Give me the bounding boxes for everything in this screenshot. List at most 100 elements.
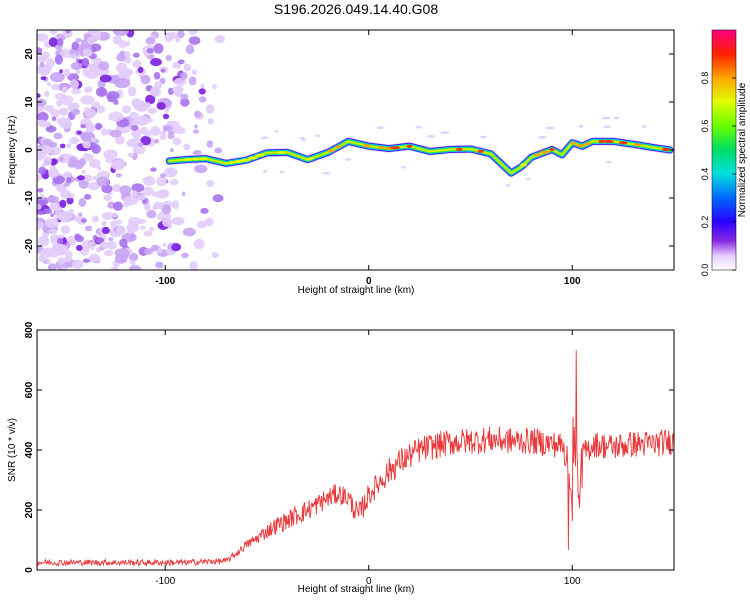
y-tick-label: -20	[24, 238, 35, 253]
snr-line-layer	[37, 350, 674, 568]
noise-blob	[39, 61, 45, 68]
noise-blob	[143, 230, 153, 237]
noise-blob	[38, 166, 47, 175]
noise-blob	[67, 73, 80, 82]
noise-blob	[67, 236, 75, 242]
ridge-sidelobe	[641, 125, 647, 128]
noise-blob	[100, 241, 110, 249]
noise-blob	[48, 37, 58, 47]
ridge-hotspot	[390, 146, 401, 150]
noise-blob	[123, 195, 139, 206]
ridge-sidelobe	[279, 170, 284, 174]
ridge-hotspot	[456, 147, 463, 151]
noise-blob	[182, 227, 196, 237]
noise-blob	[56, 237, 64, 245]
noise-blob	[110, 220, 118, 229]
noise-blob	[85, 225, 93, 232]
noise-blob	[44, 90, 50, 98]
noise-blob	[71, 41, 80, 51]
noise-blob	[59, 69, 63, 74]
colorbar-tick-label: 0.0	[700, 264, 710, 277]
noise-blob	[95, 123, 103, 130]
noise-blob	[112, 30, 129, 37]
noise-blob	[101, 184, 113, 194]
ridge-hotspot	[598, 139, 606, 143]
noise-blob	[205, 217, 214, 227]
noise-blob	[119, 185, 132, 196]
snr-panel: -100 0 100 0 200 400 600 800 Height of straigh…	[7, 321, 675, 595]
ridge-hotspot	[248, 156, 258, 160]
noise-blob	[103, 194, 112, 201]
noise-blob	[164, 125, 174, 132]
noise-blob	[153, 201, 161, 209]
colorbar-ticks: 0.0 0.2 0.4 0.6 0.8	[700, 72, 736, 277]
noise-blob	[89, 158, 101, 169]
ridge-hotspot	[183, 158, 194, 161]
noise-blob	[143, 248, 154, 255]
noise-blob	[132, 144, 146, 155]
noise-blob	[96, 176, 110, 187]
noise-blob	[50, 72, 65, 83]
ridge-sidelobe	[440, 131, 450, 135]
noise-blob	[136, 194, 146, 201]
noise-blob	[145, 37, 156, 45]
noise-blob	[103, 250, 114, 257]
noise-blob	[48, 228, 58, 235]
noise-blob	[134, 115, 150, 126]
noise-blob	[82, 48, 93, 57]
noise-blob	[124, 51, 131, 58]
noise-blob	[115, 135, 125, 145]
noise-blob	[127, 228, 135, 234]
noise-blob	[188, 36, 201, 45]
ridge-sidelobe	[537, 136, 547, 139]
noise-blob	[59, 156, 64, 162]
noise-blob	[68, 106, 75, 111]
noise-blob	[56, 183, 67, 193]
noise-blob	[143, 130, 152, 137]
noise-blob	[66, 177, 72, 184]
noise-blob	[51, 83, 60, 91]
ridge-hotspot	[191, 157, 201, 161]
y-tick-label: 400	[24, 441, 35, 458]
noise-blob	[124, 57, 132, 64]
noise-blob	[78, 198, 87, 207]
noise-blob	[48, 167, 59, 178]
noise-blob	[59, 199, 67, 209]
noise-blob	[132, 60, 142, 68]
noise-blob	[95, 237, 105, 244]
y-tick-label: -10	[24, 190, 35, 205]
noise-blob	[180, 98, 190, 107]
noise-blob	[159, 134, 167, 141]
noise-blob	[47, 195, 59, 204]
y-tick-label: 0	[24, 147, 35, 153]
noise-blob	[112, 201, 123, 211]
noise-blob	[45, 218, 59, 228]
noise-blob	[147, 107, 157, 115]
noise-blob	[149, 226, 155, 232]
noise-blob	[58, 210, 74, 221]
noise-blob	[37, 47, 43, 55]
noise-blob	[80, 95, 95, 105]
noise-blob	[150, 126, 161, 136]
noise-blob	[51, 244, 59, 253]
ridge-hotspot	[384, 146, 392, 150]
noise-blob	[133, 136, 141, 143]
noise-blob	[101, 220, 107, 227]
noise-blob	[111, 159, 126, 171]
noise-blob	[162, 217, 173, 227]
y-tick-label: 10	[24, 96, 35, 108]
noise-blob	[46, 258, 51, 265]
noise-blob	[214, 35, 226, 43]
noise-blob	[73, 159, 84, 170]
noise-blob	[142, 176, 151, 183]
noise-blob	[207, 118, 214, 125]
noise-blob	[37, 98, 47, 107]
noise-blob	[167, 167, 177, 175]
noise-blob	[41, 69, 48, 76]
noise-blob	[91, 215, 99, 223]
noise-blob	[82, 258, 91, 264]
noise-blob	[50, 213, 54, 218]
ridge-hotspot	[584, 142, 591, 146]
